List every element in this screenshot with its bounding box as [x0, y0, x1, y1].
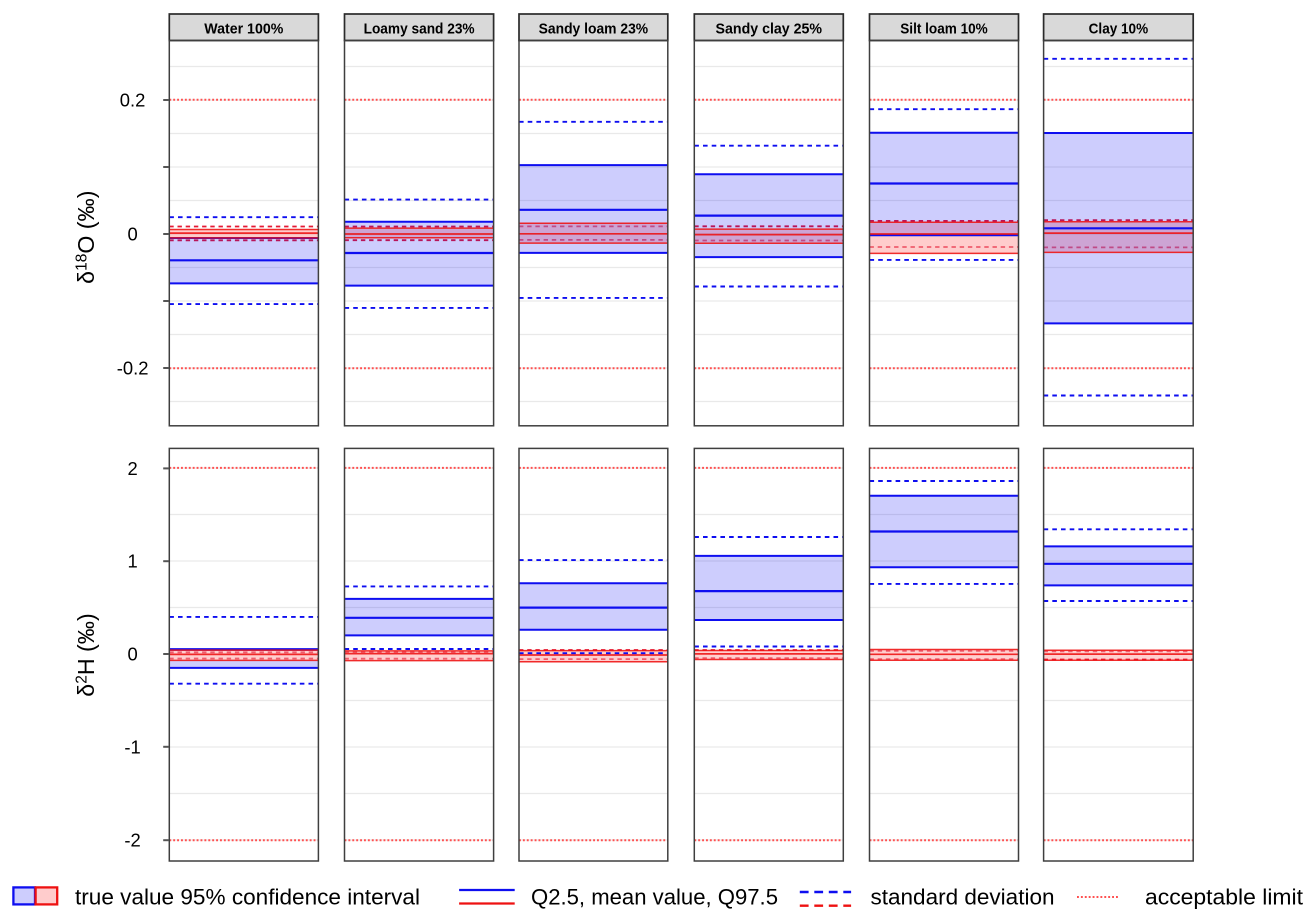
- svg-text:standard deviation: standard deviation: [871, 885, 1055, 910]
- svg-text:0.2: 0.2: [120, 90, 146, 111]
- svg-text:Water 100%: Water 100%: [204, 22, 283, 38]
- svg-text:-1: -1: [124, 736, 140, 757]
- svg-text:Loamy sand 23%: Loamy sand 23%: [364, 22, 475, 38]
- svg-text:2: 2: [127, 458, 137, 479]
- svg-text:Q2.5, mean value, Q97.5: Q2.5, mean value, Q97.5: [531, 885, 778, 910]
- svg-text:-0.2: -0.2: [117, 358, 149, 379]
- svg-text:Clay 10%: Clay 10%: [1089, 22, 1149, 38]
- svg-text:0: 0: [127, 644, 137, 665]
- svg-text:Sandy clay 25%: Sandy clay 25%: [716, 22, 823, 38]
- svg-text:0: 0: [127, 224, 137, 245]
- svg-text:acceptable limit: acceptable limit: [1145, 885, 1303, 910]
- svg-text:true value 95% confidence inte: true value 95% confidence interval: [75, 885, 420, 910]
- svg-text:Silt loam 10%: Silt loam 10%: [900, 22, 988, 38]
- svg-text:1: 1: [127, 551, 137, 572]
- svg-text:δ2H (‰): δ2H (‰): [73, 613, 99, 696]
- svg-text:-2: -2: [124, 830, 140, 851]
- svg-text:Sandy loam 23%: Sandy loam 23%: [539, 22, 649, 38]
